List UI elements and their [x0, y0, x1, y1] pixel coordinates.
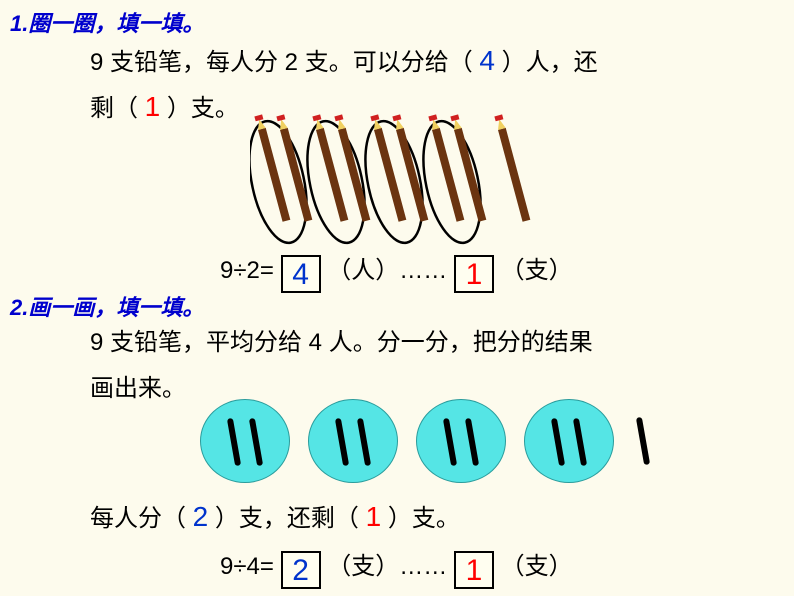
pencil-group-1	[250, 114, 316, 248]
circle-3	[416, 399, 506, 483]
q1-line2-after: ）支。	[167, 95, 239, 122]
circle-4	[524, 399, 614, 483]
q1-pencils-illustration	[250, 112, 570, 247]
tick-icon	[227, 418, 241, 466]
q1-eq-box1: 4	[281, 255, 321, 293]
pencil-remainder	[494, 114, 530, 221]
tick-icon	[357, 418, 371, 466]
circle-1	[200, 399, 290, 483]
q2-heading: 2.画一画，填一填。	[10, 290, 204, 322]
q2-text-line3: 每人分（ 2 ）支，还剩（ 1 ）支。	[90, 498, 460, 533]
circle-2	[308, 399, 398, 483]
tick-remainder-icon	[636, 417, 650, 465]
q2-circles-illustration	[200, 399, 720, 489]
q1-ans-people: 4	[479, 45, 495, 76]
q2-ans-each: 2	[193, 501, 209, 532]
q2-eq-box2: 1	[454, 551, 494, 589]
q1-line1-after: ）人，还	[502, 49, 598, 76]
q2-line3-before: 每人分（	[90, 505, 186, 532]
q1-eq-mid1: （人）……	[327, 257, 447, 284]
q2-ans-remainder: 1	[366, 501, 382, 532]
pencil-group-3	[356, 114, 433, 248]
tick-icon	[551, 418, 565, 466]
q1-eq-before: 9÷2=	[220, 257, 274, 284]
q2-eq-before: 9÷4=	[220, 553, 274, 580]
q1-equation: 9÷2= 4 （人）…… 1 （支）	[220, 250, 573, 293]
pencil-group-2	[298, 114, 375, 248]
q2-line3-after: ）支。	[388, 505, 460, 532]
q1-line1-before: 9 支铅笔，每人分 2 支。可以分给（	[90, 49, 473, 76]
pencil-group-4	[414, 114, 491, 248]
q2-text-line2: 画出来。	[90, 368, 186, 403]
q1-text-line1: 9 支铅笔，每人分 2 支。可以分给（ 4 ）人，还	[90, 42, 598, 77]
q1-ans-remainder: 1	[145, 91, 161, 122]
q2-line3-mid: ）支，还剩（	[215, 505, 359, 532]
q1-text-line2: 剩（ 1 ）支。	[90, 88, 239, 123]
q1-eq-mid2: （支）	[501, 257, 573, 284]
q2-eq-box1: 2	[281, 551, 321, 589]
q2-eq-mid2: （支）	[501, 553, 573, 580]
pencils-svg	[250, 112, 570, 252]
q1-line2-before: 剩（	[90, 95, 138, 122]
q1-heading: 1.圈一圈，填一填。	[10, 6, 204, 38]
q2-equation: 9÷4= 2 （支）…… 1 （支）	[220, 546, 573, 589]
q1-eq-box2: 1	[454, 255, 494, 293]
tick-icon	[573, 418, 587, 466]
tick-icon	[465, 418, 479, 466]
tick-icon	[443, 418, 457, 466]
tick-icon	[249, 418, 263, 466]
q2-text-line1: 9 支铅笔，平均分给 4 人。分一分，把分的结果	[90, 322, 593, 357]
q2-eq-mid1: （支）……	[327, 553, 447, 580]
tick-icon	[335, 418, 349, 466]
